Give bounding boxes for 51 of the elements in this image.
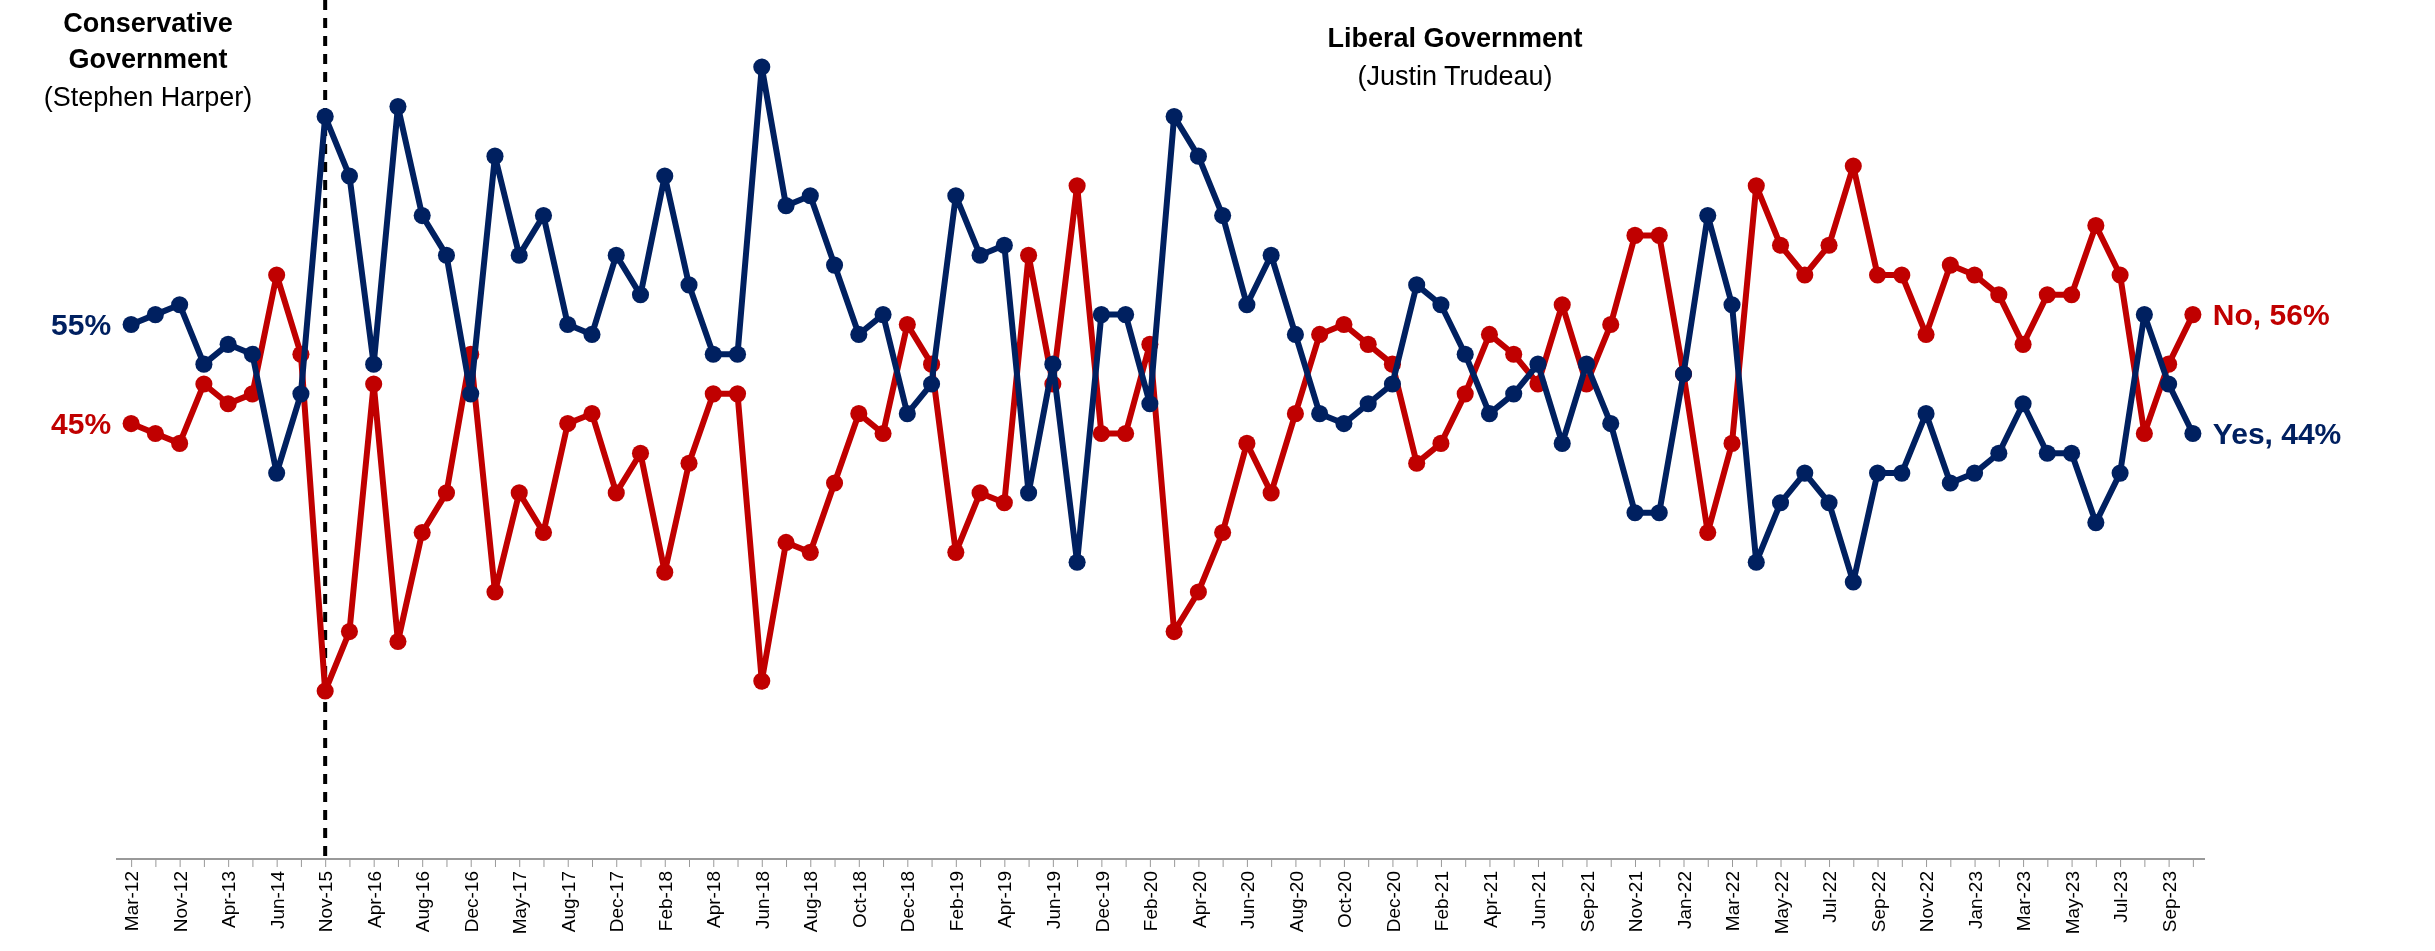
x-tick-label: Jan-22 — [1673, 871, 1695, 930]
text: Liberal Government — [1327, 23, 1583, 53]
data-label: 55% — [51, 308, 112, 342]
x-tick-label: Aug-16 — [412, 871, 434, 933]
annotation: Conservative Government — [63, 8, 233, 74]
x-tick-label: Oct-20 — [1334, 871, 1356, 929]
x-tick-label: Sep-22 — [1867, 871, 1889, 933]
x-tick-label: Dec-16 — [460, 871, 482, 933]
x-tick-label: Apr-19 — [994, 871, 1016, 929]
x-tick-label: Aug-18 — [800, 871, 822, 933]
x-tick-label: Feb-19 — [945, 871, 967, 932]
data-label: No, 56% — [2212, 298, 2330, 332]
x-tick-label: Jun-18 — [751, 871, 773, 930]
x-tick-label: Nov-15 — [315, 871, 337, 933]
annotation: (Justin Trudeau) — [1357, 61, 1553, 91]
annotation: (Stephen Harper) — [43, 82, 253, 112]
x-tick-label: Nov-12 — [169, 871, 191, 933]
x-tick-label: Dec-19 — [1091, 871, 1113, 933]
x-tick-label: Apr-13 — [218, 871, 240, 929]
x-tick-label: Sep-21 — [1576, 871, 1598, 933]
x-tick-label: Mar-23 — [2013, 871, 2035, 932]
x-tick-label: Nov-21 — [1625, 871, 1647, 933]
x-tick-label: Feb-20 — [1140, 871, 1162, 932]
x-tick-label: May-22 — [1770, 871, 1792, 935]
x-tick-label: Nov-22 — [1916, 871, 1938, 933]
x-tick-label: Dec-20 — [1382, 871, 1404, 933]
x-tick-label: Mar-12 — [121, 871, 143, 932]
x-tick-label: Oct-18 — [848, 871, 870, 929]
x-tick-label: Apr-16 — [363, 871, 385, 929]
data-label: 45% — [51, 407, 112, 441]
x-tick-label: Sep-23 — [2158, 871, 2180, 933]
x-tick-label: Jan-23 — [1964, 871, 1986, 930]
x-tick-label: Apr-21 — [1479, 871, 1501, 929]
x-tick-label: Mar-22 — [1722, 871, 1744, 932]
x-tick-label: Dec-17 — [606, 871, 628, 933]
x-tick-label: Jun-19 — [1043, 871, 1064, 930]
x-tick-label: Apr-20 — [1188, 871, 1210, 929]
x-tick-label: Aug-20 — [1285, 871, 1307, 933]
x-tick-label: Dec-18 — [897, 871, 919, 933]
x-tick-label: Jun-21 — [1528, 871, 1550, 930]
x-tick-label: Jul-22 — [1819, 871, 1841, 923]
x-tick-label: Feb-21 — [1431, 871, 1453, 932]
data-label: Yes, 44% — [2212, 416, 2342, 450]
x-tick-label: Jul-23 — [2110, 871, 2132, 923]
x-tick-label: May-23 — [2061, 871, 2083, 935]
x-tick-label: Aug-17 — [557, 871, 579, 933]
x-tick-label: Feb-18 — [654, 871, 676, 932]
x-tick-label: Jun-14 — [266, 870, 288, 930]
x-tick-label: Jun-20 — [1237, 871, 1259, 930]
x-tick-label: Apr-18 — [703, 871, 725, 929]
x-tick-label: May-17 — [509, 871, 531, 935]
